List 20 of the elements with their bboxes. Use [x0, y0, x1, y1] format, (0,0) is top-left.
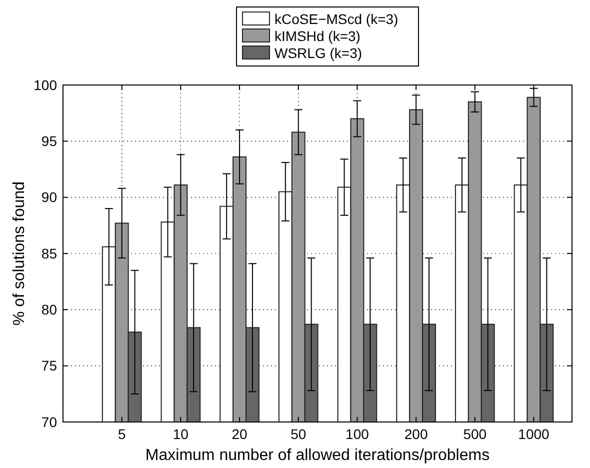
y-tick-label: 100	[34, 76, 58, 93]
x-tick-label: 20	[232, 426, 248, 442]
legend-label: kIMSHd (k=3)	[274, 28, 360, 44]
x-tick-label: 50	[290, 426, 306, 442]
y-tick-label: 85	[41, 245, 58, 262]
legend-label: WSRLG (k=3)	[274, 44, 362, 61]
x-axis-title: Maximum number of allowed iterations/problems	[145, 447, 490, 464]
y-tick-label: 90	[41, 189, 58, 206]
legend-label: kCoSE−MScd (k=3)	[274, 10, 398, 27]
x-tick-label: 200	[404, 426, 428, 442]
y-tick-label: 75	[41, 358, 58, 374]
x-tick-label: 500	[463, 426, 487, 442]
x-tick-label: 5	[118, 426, 126, 442]
x-tick-label: 100	[346, 426, 370, 442]
y-axis-title: % of solutions found	[11, 181, 28, 326]
x-tick-label: 10	[172, 426, 189, 442]
y-tick-label: 80	[41, 302, 58, 318]
y-tick-label: 95	[41, 133, 58, 150]
x-tick-label: 1000	[518, 426, 550, 442]
y-tick-label: 70	[41, 414, 58, 430]
